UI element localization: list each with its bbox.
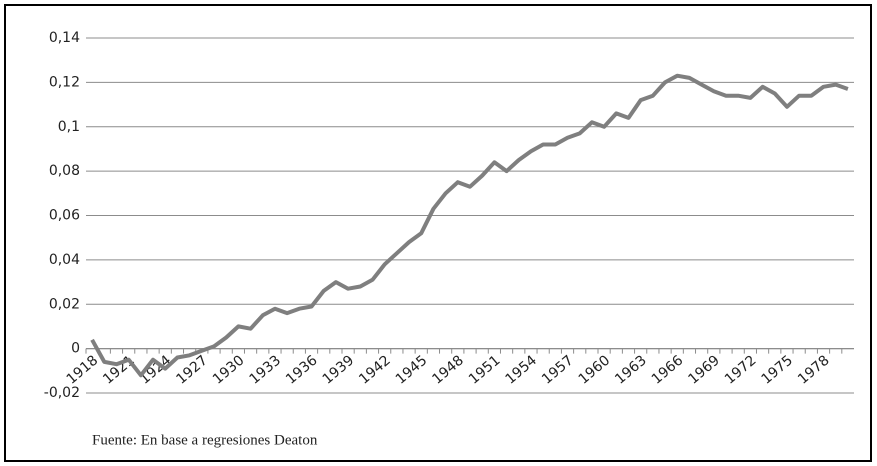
y-tick-label: 0,12	[49, 74, 80, 90]
source-note: Fuente: En base a regresiones Deaton	[92, 432, 318, 448]
y-tick-label: 0,14	[49, 30, 80, 46]
y-tick-label: 0,02	[49, 296, 80, 312]
y-tick-label: -0,02	[44, 385, 80, 401]
data-line	[90, 73, 849, 378]
frame	[4, 4, 872, 462]
y-tick-label: 0	[71, 341, 80, 357]
y-tick-label: 0,08	[49, 163, 80, 179]
y-tick-label: 0,06	[49, 208, 80, 224]
y-tick-label: 0,1	[58, 119, 80, 135]
y-tick-label: 0,04	[49, 252, 80, 268]
